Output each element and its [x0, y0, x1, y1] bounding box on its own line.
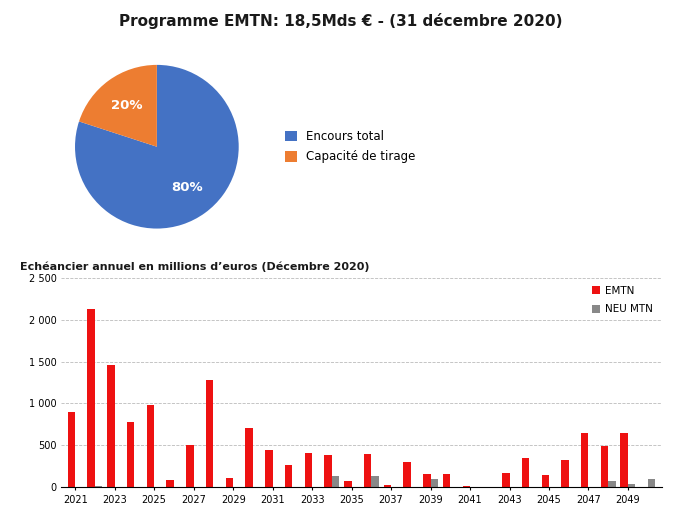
Bar	[621, 433, 628, 487]
Bar	[502, 473, 509, 487]
Bar	[542, 475, 549, 487]
Bar	[430, 478, 438, 487]
Bar	[68, 412, 75, 487]
Bar	[226, 478, 233, 487]
Bar	[561, 461, 569, 487]
Bar	[628, 484, 636, 487]
Bar	[107, 365, 115, 487]
Bar	[581, 433, 589, 487]
Bar	[325, 455, 332, 487]
Bar	[423, 474, 430, 487]
Wedge shape	[79, 65, 157, 147]
Text: Programme EMTN: 18,5Mds € - (31 décembre 2020): Programme EMTN: 18,5Mds € - (31 décembre…	[119, 13, 563, 29]
Bar	[332, 476, 340, 487]
Bar	[344, 481, 352, 487]
Bar	[601, 446, 608, 487]
Text: 80%: 80%	[171, 181, 203, 194]
Bar	[648, 479, 655, 487]
Bar	[443, 474, 450, 487]
Text: 20%: 20%	[111, 99, 143, 112]
Text: Echéancier annuel en millions d’euros (Décembre 2020): Echéancier annuel en millions d’euros (D…	[20, 262, 370, 272]
Bar	[206, 380, 213, 487]
Bar	[608, 481, 616, 487]
Bar	[462, 486, 470, 487]
Bar	[246, 428, 253, 487]
Legend: EMTN, NEU MTN: EMTN, NEU MTN	[589, 283, 656, 318]
Bar	[305, 453, 312, 487]
Bar	[522, 458, 529, 487]
Bar	[285, 465, 293, 487]
Bar	[95, 486, 102, 487]
Bar	[383, 485, 391, 487]
Bar	[147, 405, 154, 487]
Bar	[265, 450, 273, 487]
Bar	[166, 480, 174, 487]
Bar	[87, 309, 95, 487]
Bar	[186, 444, 194, 487]
Bar	[371, 476, 379, 487]
Bar	[364, 454, 371, 487]
Bar	[403, 462, 411, 487]
Wedge shape	[75, 65, 239, 228]
Bar	[127, 422, 134, 487]
Legend: Encours total, Capacité de tirage: Encours total, Capacité de tirage	[282, 127, 419, 167]
